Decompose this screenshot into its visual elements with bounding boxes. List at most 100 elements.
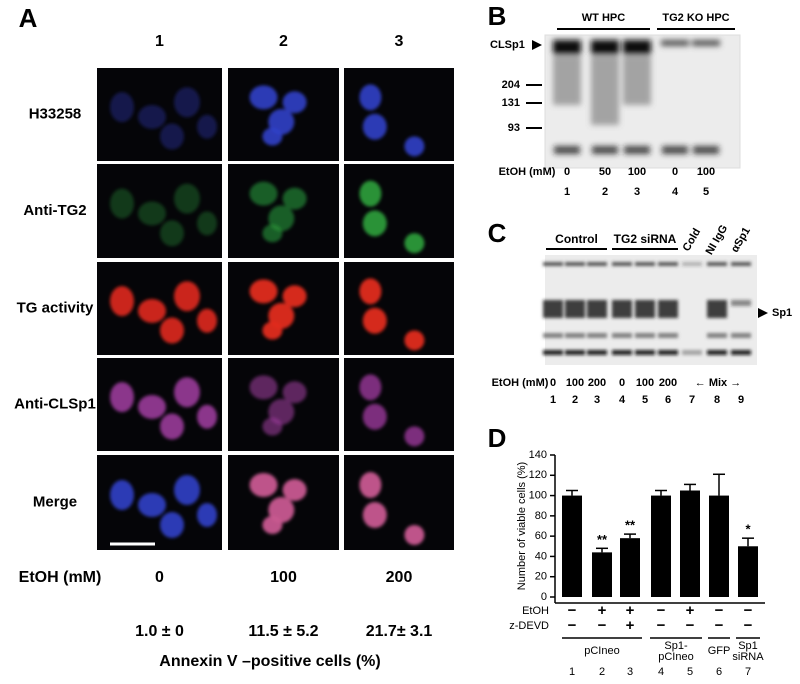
band bbox=[731, 262, 751, 266]
etoh-label: EtOH (mM) bbox=[499, 166, 556, 178]
cell bbox=[282, 187, 307, 210]
panel-label: B bbox=[488, 1, 507, 31]
etoh-value: 200 bbox=[588, 377, 606, 389]
cell bbox=[197, 211, 217, 236]
band bbox=[565, 300, 585, 318]
cell bbox=[362, 307, 387, 334]
cell bbox=[262, 321, 283, 340]
band bbox=[658, 300, 678, 318]
bar bbox=[651, 495, 671, 597]
row-label: H33258 bbox=[29, 105, 82, 122]
group-label: pCIneo bbox=[584, 645, 619, 657]
cell bbox=[262, 224, 283, 243]
etoh-label: EtOH (mM) bbox=[19, 569, 102, 586]
band bbox=[635, 333, 655, 338]
group-label: Sp1- bbox=[664, 640, 688, 652]
band bbox=[565, 333, 585, 338]
lane-number: 5 bbox=[703, 186, 709, 198]
significance: ** bbox=[625, 518, 636, 533]
cell bbox=[282, 381, 307, 404]
etoh-value: 100 bbox=[697, 166, 715, 178]
band bbox=[624, 146, 650, 154]
annexin-label: Annexin V –positive cells (%) bbox=[159, 653, 380, 670]
cell bbox=[404, 330, 425, 351]
etoh-value: 50 bbox=[599, 166, 611, 178]
row-label: Anti-CLSp1 bbox=[14, 395, 96, 412]
cell bbox=[404, 525, 425, 545]
cells bbox=[249, 181, 307, 243]
band bbox=[543, 350, 563, 355]
lane-number: 4 bbox=[619, 394, 626, 406]
group-label: WT HPC bbox=[582, 12, 625, 24]
micrograph bbox=[344, 262, 454, 355]
y-tick-label: 20 bbox=[535, 571, 547, 583]
cell bbox=[359, 278, 382, 305]
micrograph bbox=[344, 68, 454, 161]
band bbox=[731, 300, 751, 306]
cell bbox=[404, 233, 425, 254]
cell bbox=[174, 475, 200, 505]
marker-label: 93 bbox=[508, 122, 520, 134]
treatment-sign: + bbox=[626, 617, 635, 634]
etoh-value: 0 bbox=[564, 166, 570, 178]
cells bbox=[359, 180, 425, 254]
group-label: pCIneo bbox=[658, 651, 693, 663]
band bbox=[592, 146, 618, 154]
treatment-sign: − bbox=[715, 602, 724, 619]
band bbox=[662, 146, 688, 154]
cell bbox=[249, 85, 278, 110]
etoh-label: EtOH (mM) bbox=[492, 377, 549, 389]
cells bbox=[110, 377, 217, 440]
band bbox=[591, 40, 619, 54]
band bbox=[658, 333, 678, 338]
band bbox=[707, 262, 727, 266]
cell bbox=[197, 114, 217, 139]
etoh-value: 0 bbox=[672, 166, 678, 178]
band bbox=[587, 262, 607, 266]
group-label: Control bbox=[555, 232, 598, 246]
annexin-value: 11.5 ± 5.2 bbox=[248, 623, 318, 640]
band bbox=[623, 40, 651, 54]
band bbox=[635, 300, 655, 318]
band bbox=[543, 300, 563, 318]
lane-number: 7 bbox=[689, 394, 695, 406]
band bbox=[661, 40, 689, 46]
cells bbox=[110, 475, 217, 538]
etoh-value: 100 bbox=[628, 166, 646, 178]
treatment-sign: + bbox=[598, 602, 607, 619]
lane-number: 3 bbox=[634, 186, 640, 198]
band bbox=[612, 262, 632, 266]
bar bbox=[620, 538, 640, 597]
cell bbox=[404, 426, 425, 447]
cell bbox=[160, 512, 184, 538]
cell bbox=[249, 473, 278, 497]
x-tick-label: 1 bbox=[569, 666, 575, 678]
cell bbox=[174, 377, 200, 408]
cells bbox=[359, 278, 425, 351]
cell bbox=[138, 394, 166, 419]
treatment-label: z-DEVD bbox=[509, 620, 549, 632]
band bbox=[565, 350, 585, 355]
marker-label: 131 bbox=[502, 97, 520, 109]
treatment-sign: + bbox=[626, 602, 635, 619]
cell bbox=[174, 183, 200, 214]
band bbox=[543, 333, 563, 338]
etoh-value: 200 bbox=[386, 569, 413, 586]
arrowhead bbox=[532, 40, 542, 50]
treatment-sign: − bbox=[744, 617, 753, 634]
band bbox=[682, 262, 702, 266]
cell bbox=[359, 472, 382, 498]
cells bbox=[110, 87, 217, 150]
cell bbox=[160, 220, 184, 247]
bar bbox=[709, 495, 729, 597]
band bbox=[612, 333, 632, 338]
cell bbox=[362, 113, 387, 140]
cells bbox=[249, 375, 307, 436]
cell bbox=[249, 375, 278, 400]
significance: ** bbox=[597, 532, 608, 547]
y-tick-label: 60 bbox=[535, 530, 547, 542]
cell bbox=[362, 210, 387, 237]
column-header: 1 bbox=[155, 33, 164, 50]
band bbox=[658, 262, 678, 266]
lane-number: 4 bbox=[672, 186, 679, 198]
